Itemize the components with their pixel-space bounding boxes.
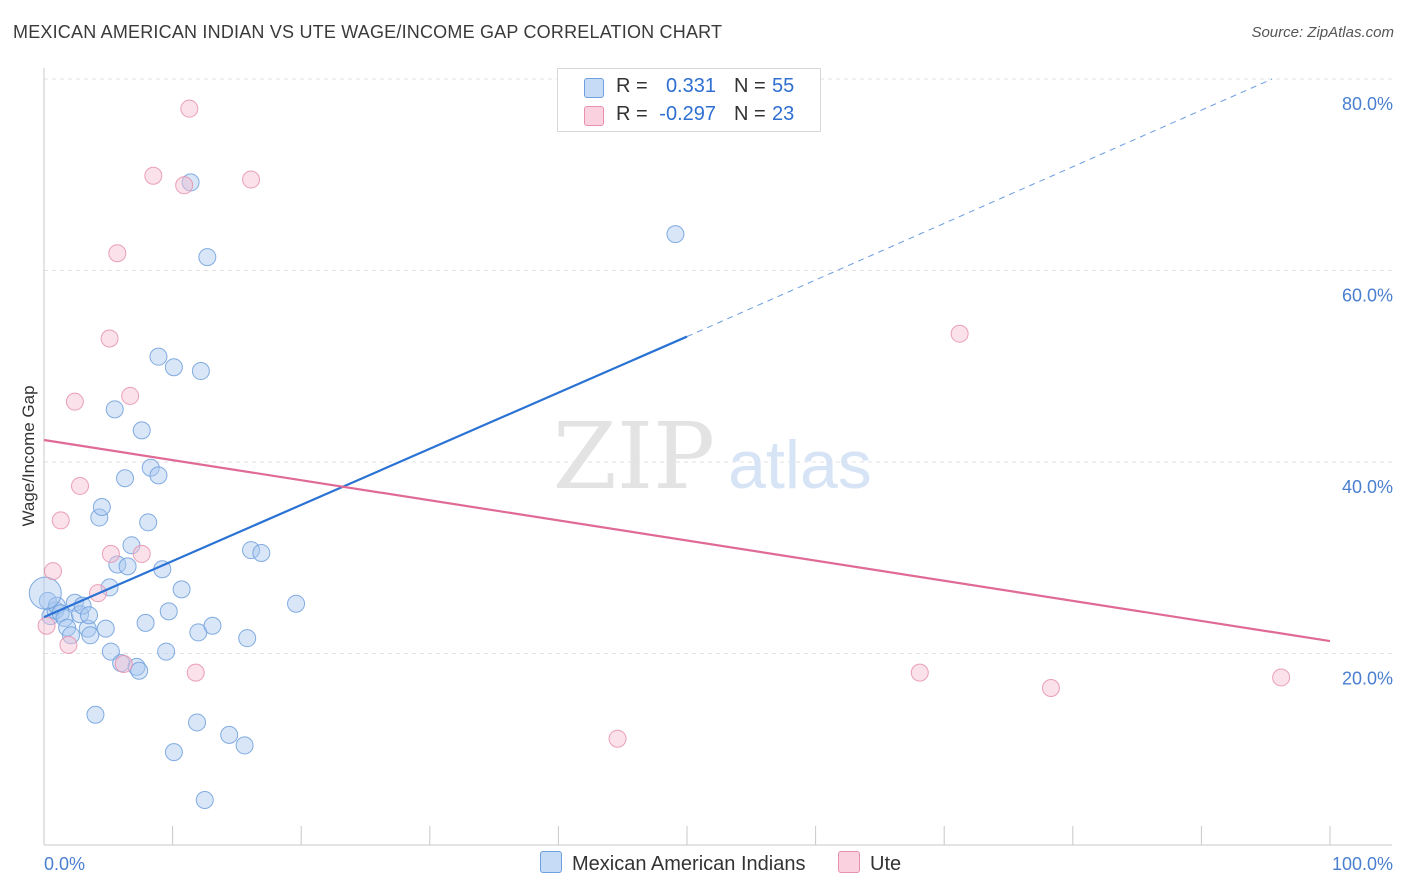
chart-title: MEXICAN AMERICAN INDIAN VS UTE WAGE/INCO… — [13, 22, 723, 42]
ute-point — [1272, 668, 1291, 687]
mexican-american-indians-point — [139, 513, 158, 532]
mexican-american-indians-point — [149, 466, 168, 485]
legend-n-value: 23 — [772, 103, 795, 125]
ute-point — [114, 655, 133, 674]
ute-point — [51, 511, 70, 530]
x-tick-label-min: 0.0% — [44, 854, 85, 874]
ute-point — [65, 392, 84, 411]
ute-point — [144, 166, 163, 185]
mexican-american-indians-point — [136, 613, 155, 632]
mexican-american-indians-point — [86, 705, 105, 724]
mexican-american-indians-point — [132, 421, 151, 440]
ute-point — [1041, 678, 1060, 697]
legend-swatch-pink — [838, 851, 860, 873]
mexican-american-indians-point — [666, 225, 685, 244]
legend-n-value: 55 — [772, 75, 795, 97]
mexican-american-indians-point — [130, 661, 149, 680]
legend-label: Ute — [870, 853, 902, 875]
mexican-american-indians-point — [164, 358, 183, 377]
y-tick-label: 60.0% — [1342, 286, 1393, 306]
watermark-atlas: atlas — [728, 427, 872, 503]
legend-r-label: R = — [616, 75, 648, 97]
mexican-american-indians-point — [252, 543, 271, 562]
ute-point — [100, 329, 119, 348]
mexican-american-indians-point — [116, 469, 135, 488]
ute-point — [44, 562, 63, 581]
ute-point — [186, 663, 205, 682]
ute-point — [108, 244, 127, 263]
mexican-american-indians-point — [172, 580, 191, 599]
trend-layer — [43, 78, 1331, 643]
legend-row-blue: R = 0.331 N = 55 — [558, 73, 820, 101]
ute-trendline — [43, 438, 1331, 643]
y-axis-label: Wage/Income Gap — [19, 385, 38, 526]
legend-r-label: R = — [616, 103, 648, 125]
ute-point — [950, 324, 969, 343]
mexican-american-indians-point — [159, 602, 178, 621]
y-tick-labels: 20.0% 40.0% 60.0% 80.0% — [1342, 94, 1393, 689]
stats-legend: R = 0.331 N = 55 R = -0.297 N = 23 — [557, 68, 821, 132]
mexican-american-indians-point — [90, 508, 109, 527]
x-tick-label-max: 100.0% — [1332, 854, 1393, 874]
ute-point — [101, 544, 120, 563]
legend-r-value: -0.297 — [659, 103, 716, 125]
mexican-american-indians-point — [220, 725, 239, 744]
mexican-american-indians-point — [118, 557, 137, 576]
mexican-american-indians-point — [287, 594, 306, 613]
mexican-american-indians-point — [149, 347, 168, 366]
ute-point — [132, 544, 151, 563]
mexican-american-indians-point — [191, 362, 210, 381]
ute-point — [71, 476, 90, 495]
mexican-american-indians-point — [164, 743, 183, 762]
y-tick-label: 80.0% — [1342, 94, 1393, 114]
mexican-american-indians-point — [242, 541, 261, 560]
ute-point — [608, 729, 627, 748]
mexican-american-indians-point — [198, 248, 217, 267]
grid-layer — [44, 78, 1392, 654]
legend-label: Mexican American Indians — [572, 853, 806, 875]
mexican-american-indians-point — [96, 619, 115, 638]
mexican-american-indians-point — [80, 606, 99, 625]
legend-swatch-pink — [584, 106, 604, 126]
ute-point — [59, 635, 78, 654]
legend-row-pink: R = -0.297 N = 23 — [558, 101, 820, 129]
mexican-american-indians-point — [195, 790, 214, 809]
mexican-american-indians-point — [81, 626, 100, 645]
mexican-american-indians-point — [141, 458, 160, 477]
mexican-american-indians-point — [203, 616, 222, 635]
legend-r-value: 0.331 — [665, 75, 716, 97]
mexican-american-indians-point — [238, 629, 257, 648]
source-credit: Source: ZipAtlas.com — [1251, 24, 1394, 41]
mexican-american-indians-point — [105, 400, 124, 419]
legend-n-label: N = — [734, 103, 766, 125]
ute-point — [242, 170, 261, 189]
legend-item-mexican-american-indians: Mexican American Indians — [540, 851, 805, 876]
legend-n-label: N = — [734, 75, 766, 97]
mexican-american-indians-point — [92, 498, 111, 517]
mexican-american-indians-trendline-extension — [686, 78, 1273, 338]
mexican-american-indians-point — [188, 713, 207, 732]
mexican-american-indians-point — [101, 642, 120, 661]
y-tick-label: 40.0% — [1342, 477, 1393, 497]
watermark-zip: ZIP — [553, 403, 715, 510]
ute-point — [37, 616, 56, 635]
ute-point — [910, 663, 929, 682]
points-layer — [28, 99, 1291, 809]
ute-point — [121, 386, 140, 405]
legend-item-ute: Ute — [838, 851, 901, 876]
ute-point — [175, 176, 194, 195]
mexican-american-indians-trendline — [43, 335, 688, 619]
mexican-american-indians-point — [157, 642, 176, 661]
mexican-american-indians-point — [235, 736, 254, 755]
ute-point — [180, 99, 199, 118]
mexican-american-indians-point — [28, 576, 62, 610]
legend-swatch-blue — [540, 851, 562, 873]
y-tick-label: 20.0% — [1342, 669, 1393, 689]
legend-swatch-blue — [584, 78, 604, 98]
x-tick-marks — [172, 826, 1331, 845]
